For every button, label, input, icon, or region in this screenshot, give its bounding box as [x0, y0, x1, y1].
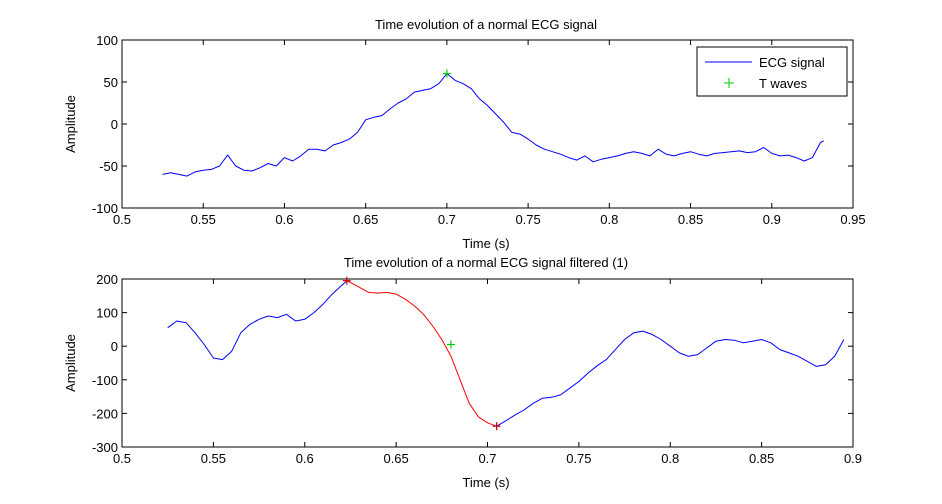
bottom-marker-point [492, 422, 501, 431]
top-x-tick-label: 0.75 [515, 212, 540, 227]
top-x-tick-label: 0.95 [840, 212, 865, 227]
bottom-y-tick-label: 0 [111, 339, 118, 354]
top-plot: Time evolution of a normal ECG signal 0.… [63, 17, 866, 251]
bottom-plot: Time evolution of a normal ECG signal fi… [63, 255, 862, 490]
top-plot-series [162, 69, 825, 177]
top-x-tick-label: 0.9 [763, 212, 781, 227]
top-y-tick-label: 50 [104, 75, 118, 90]
bottom-y-tick-label: 200 [96, 272, 118, 287]
bottom-plot-ylabel: Amplitude [63, 334, 78, 392]
legend-box [696, 46, 848, 97]
top-x-tick-label: 0.8 [600, 212, 618, 227]
top-y-tick-label: -100 [92, 201, 118, 216]
top-x-tick-label: 0.6 [275, 212, 293, 227]
top-x-tick-label: 0.65 [353, 212, 378, 227]
top-plot-ticks: 0.5 0.55 0.6 0.65 0.7 0.75 0.8 0.85 0.9 0.95 -100 -… [92, 33, 866, 227]
bottom-marker-point [342, 276, 351, 285]
bottom-plot-ticks: 0.5 0.55 0.6 0.65 0.7 0.75 0.8 0.85 0.9 -300 -200 -… [92, 272, 862, 466]
top-x-tick-label: 0.5 [113, 212, 131, 227]
legend-swatch-t-waves [724, 78, 734, 88]
bottom-series-line-2 [496, 330, 845, 427]
legend: ECG signal T waves [696, 46, 848, 97]
bottom-marker-point [446, 340, 455, 349]
bottom-x-tick-label: 0.75 [566, 451, 591, 466]
legend-label-ecg-signal: ECG signal [759, 55, 825, 70]
top-y-tick-label: -50 [99, 159, 118, 174]
bottom-x-tick-label: 0.9 [844, 451, 862, 466]
top-marker-point [442, 69, 451, 78]
top-y-tick-label: 0 [111, 117, 118, 132]
bottom-x-tick-label: 0.5 [113, 451, 131, 466]
bottom-series-line-0 [167, 280, 348, 361]
top-plot-xlabel: Time (s) [462, 236, 509, 251]
bottom-y-tick-label: -300 [92, 440, 118, 455]
legend-label-t-waves: T waves [759, 76, 808, 91]
bottom-x-tick-label: 0.8 [661, 451, 679, 466]
bottom-y-tick-label: 100 [96, 306, 118, 321]
bottom-x-tick-label: 0.7 [478, 451, 496, 466]
bottom-plot-title: Time evolution of a normal ECG signal fi… [344, 255, 628, 270]
bottom-x-tick-label: 0.55 [201, 451, 226, 466]
bottom-series-line-1 [346, 280, 497, 427]
top-y-tick-label: 100 [96, 33, 118, 48]
bottom-y-tick-label: -200 [92, 406, 118, 421]
bottom-plot-xlabel: Time (s) [462, 475, 509, 490]
bottom-x-tick-label: 0.65 [383, 451, 408, 466]
bottom-plot-axes-box [121, 278, 854, 448]
bottom-plot-series [167, 276, 845, 431]
top-x-tick-label: 0.85 [678, 212, 703, 227]
top-series-line-0 [162, 73, 825, 177]
top-x-tick-label: 0.55 [191, 212, 216, 227]
top-plot-title: Time evolution of a normal ECG signal [375, 17, 597, 32]
bottom-x-tick-label: 0.85 [749, 451, 774, 466]
top-plot-ylabel: Amplitude [63, 95, 78, 153]
top-x-tick-label: 0.7 [438, 212, 456, 227]
bottom-x-tick-label: 0.6 [296, 451, 314, 466]
bottom-y-tick-label: -100 [92, 373, 118, 388]
